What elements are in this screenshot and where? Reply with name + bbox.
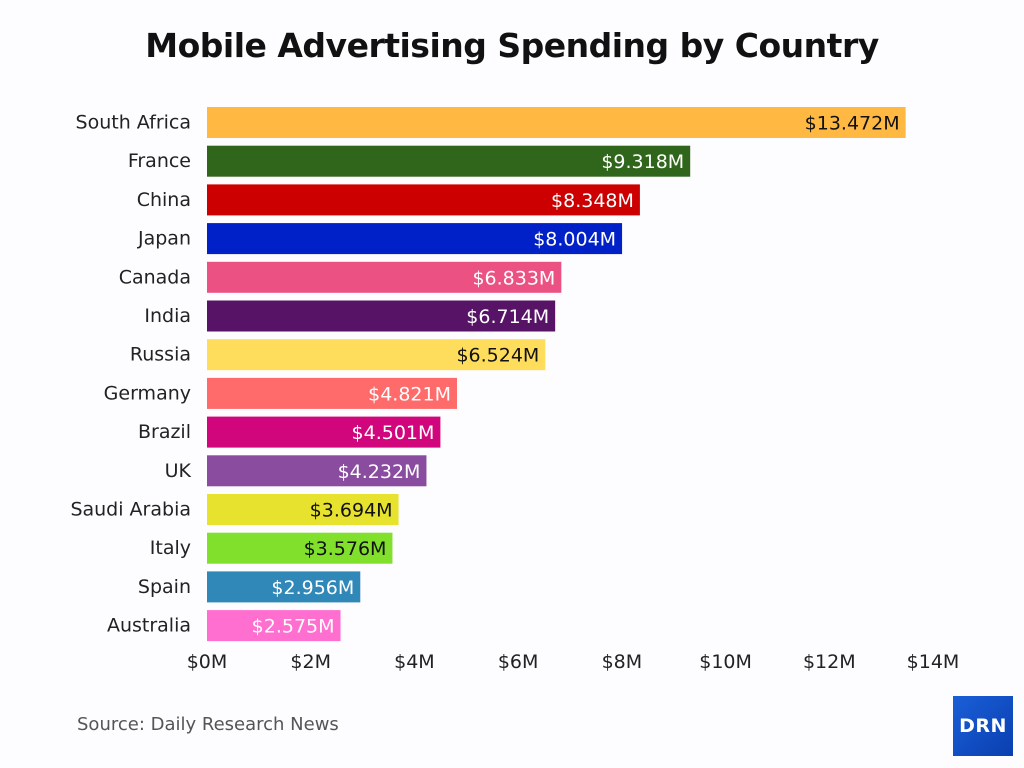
category-label: Australia [107,615,191,637]
bar-germany [207,377,458,409]
bar-italy [207,532,393,564]
data-label: $3.576M [304,538,387,560]
logo-text: DRN [959,715,1007,737]
category-label: France [128,150,191,172]
bar-france [207,145,691,177]
data-label: $6.524M [456,345,539,367]
x-tick-label: $8M [602,651,643,673]
data-label: $4.501M [352,422,435,444]
x-tick-label: $2M [290,651,331,673]
category-label: Canada [119,266,191,288]
category-label: Japan [137,228,191,250]
data-label: $13.472M [805,113,900,135]
bar-canada [207,261,562,293]
bar-india [207,300,556,332]
data-label: $4.232M [338,461,421,483]
category-label: UK [165,460,192,482]
category-label: Saudi Arabia [70,499,191,521]
bar-russia [207,339,546,371]
category-label: South Africa [76,112,191,134]
data-label: $9.318M [601,151,684,173]
bar-china [207,184,640,216]
bar-australia [207,610,341,642]
x-tick-label: $0M [187,651,228,673]
x-tick-label: $10M [699,651,752,673]
category-label: India [144,305,191,327]
category-label: Russia [130,344,191,366]
category-label: China [137,189,191,211]
source-note: Source: Daily Research News [77,714,339,735]
bar-japan [207,223,623,255]
data-label: $8.348M [551,190,634,212]
bar-uk [207,455,427,487]
bar-saudi-arabia [207,494,399,525]
bar-south-africa [207,107,906,138]
data-label: $2.575M [252,616,335,638]
category-label: Italy [150,537,191,559]
data-label: $4.821M [368,383,451,405]
bar-brazil [207,416,441,448]
data-label: $3.694M [310,500,393,522]
data-label: $6.833M [472,267,555,289]
x-tick-label: $14M [907,651,960,673]
x-tick-label: $6M [498,651,539,673]
chart-title: Mobile Advertising Spending by Country [145,26,879,65]
category-label: Germany [104,382,191,404]
x-tick-label: $4M [394,651,435,673]
category-label: Brazil [138,421,191,443]
data-label: $6.714M [466,306,549,328]
data-label: $2.956M [271,577,354,599]
drn-logo: DRN [953,696,1013,756]
data-label: $8.004M [533,229,616,251]
x-tick-label: $12M [803,651,856,673]
category-label: Spain [138,576,191,598]
bar-spain [207,571,361,603]
